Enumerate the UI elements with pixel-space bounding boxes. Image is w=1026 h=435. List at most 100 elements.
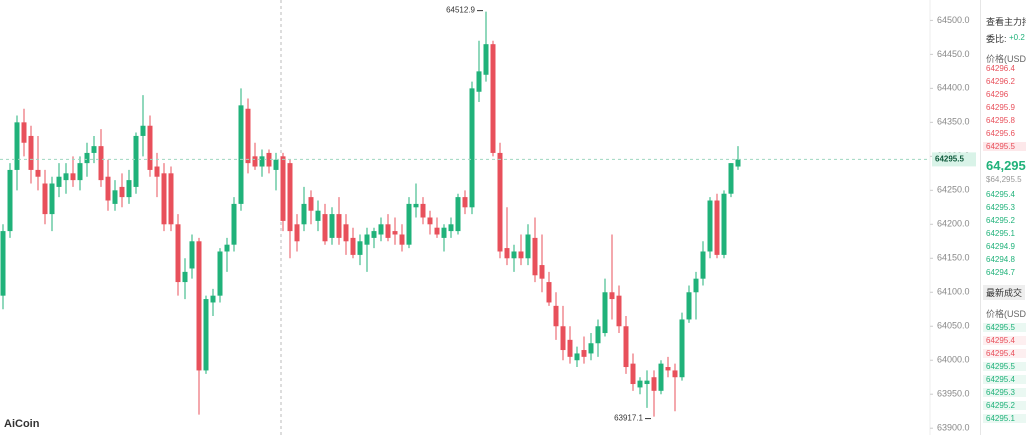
last-price: 64,295 bbox=[986, 158, 1026, 173]
candle-body bbox=[504, 248, 510, 259]
candle-body bbox=[714, 200, 720, 255]
annotation: 64512.9 bbox=[446, 6, 475, 15]
candle-body bbox=[287, 163, 293, 232]
candle-body bbox=[210, 295, 216, 303]
candle-body bbox=[441, 227, 447, 238]
candle-body bbox=[252, 156, 258, 167]
bid-price: 64295.3 bbox=[986, 203, 1015, 212]
y-tick-label: 64200.0 bbox=[937, 219, 970, 229]
ask-price: 64295.8 bbox=[983, 116, 1026, 125]
candle-body bbox=[105, 176, 111, 201]
column-header: 价格(USD bbox=[986, 309, 1026, 319]
candle-body bbox=[49, 183, 55, 215]
candle-body bbox=[434, 227, 440, 235]
candle-body bbox=[679, 319, 685, 378]
bid-price: 64295.4 bbox=[986, 190, 1015, 199]
candle-body bbox=[322, 214, 328, 242]
y-tick-label: 64050.0 bbox=[937, 321, 970, 331]
candle-body bbox=[147, 125, 153, 170]
trade-price: 64295.4 bbox=[983, 336, 1026, 345]
y-tick-label: 64500.0 bbox=[937, 15, 970, 25]
candle-body bbox=[413, 203, 419, 208]
trade-price: 64295.5 bbox=[983, 323, 1026, 332]
y-tick-label: 64100.0 bbox=[937, 287, 970, 297]
candle-body bbox=[574, 353, 580, 361]
candle-body bbox=[133, 135, 139, 187]
candle-body bbox=[175, 224, 181, 283]
candle-body bbox=[672, 370, 678, 378]
candle-body bbox=[189, 241, 195, 269]
candle-body bbox=[651, 377, 657, 391]
bid-price: 64294.7 bbox=[986, 268, 1015, 277]
candle-body bbox=[378, 224, 384, 235]
candle-body bbox=[245, 108, 251, 164]
candle-body bbox=[497, 152, 503, 252]
y-tick-label: 63900.0 bbox=[937, 423, 970, 433]
candle-body bbox=[721, 193, 727, 255]
candle-body bbox=[616, 295, 622, 327]
candle-body bbox=[693, 278, 699, 293]
candle-body bbox=[448, 224, 454, 232]
ratio-label: 委比: bbox=[986, 34, 1007, 44]
ask-price: 64295.6 bbox=[983, 129, 1026, 138]
candle-body bbox=[595, 326, 601, 344]
candle-body bbox=[231, 203, 237, 245]
candle-body bbox=[84, 152, 90, 164]
y-tick-label: 64450.0 bbox=[937, 49, 970, 59]
candle-body bbox=[469, 88, 475, 208]
candle-body bbox=[483, 44, 489, 75]
candle-body bbox=[637, 380, 643, 388]
bid-price: 64294.9 bbox=[986, 242, 1015, 251]
candle-body bbox=[427, 217, 433, 225]
trade-price: 64295.5 bbox=[983, 362, 1026, 371]
candle-body bbox=[700, 251, 706, 279]
candle-body bbox=[21, 122, 27, 143]
candle-body bbox=[532, 237, 538, 276]
candle-body bbox=[658, 363, 664, 391]
candle-body bbox=[385, 224, 391, 238]
last-price-box bbox=[932, 152, 976, 167]
candle-body bbox=[7, 169, 13, 232]
candle-body bbox=[350, 237, 356, 255]
candle-body bbox=[623, 326, 629, 368]
candle-body bbox=[455, 197, 461, 232]
candle-body bbox=[63, 173, 69, 181]
ask-price: 64295.9 bbox=[983, 103, 1026, 112]
ask-price: 64296.2 bbox=[983, 77, 1026, 86]
candle-body bbox=[259, 156, 265, 167]
panel-title: 查看主力持 bbox=[986, 17, 1026, 27]
candle-body bbox=[371, 231, 377, 238]
candle-body bbox=[406, 203, 412, 245]
candle-body bbox=[392, 231, 398, 235]
candle-body bbox=[273, 159, 279, 170]
bid-price: 64294.8 bbox=[986, 255, 1015, 264]
candle-body bbox=[119, 186, 125, 198]
candle-body bbox=[609, 292, 615, 300]
candle-body bbox=[546, 282, 552, 303]
candle-body bbox=[91, 146, 97, 153]
candle-body bbox=[0, 231, 6, 296]
y-tick-label: 63950.0 bbox=[937, 389, 970, 399]
candle-body bbox=[581, 350, 587, 357]
ask-price: 64296 bbox=[983, 90, 1026, 99]
candle-body bbox=[630, 363, 636, 385]
candle-body bbox=[553, 305, 559, 327]
candle-body bbox=[77, 163, 83, 181]
candle-body bbox=[28, 135, 34, 170]
candle-body bbox=[56, 176, 62, 187]
logo: AiCoin bbox=[4, 418, 40, 430]
candle-body bbox=[602, 292, 608, 334]
candle-body bbox=[644, 380, 650, 385]
candle-body bbox=[35, 169, 41, 177]
candle-body bbox=[42, 183, 48, 215]
candle-body bbox=[735, 159, 741, 167]
candle-body bbox=[420, 203, 426, 218]
candle-body bbox=[399, 234, 405, 245]
candle-body bbox=[182, 271, 188, 283]
y-tick-label: 64400.0 bbox=[937, 83, 970, 93]
trade-price: 64295.4 bbox=[983, 349, 1026, 358]
candle-body bbox=[98, 146, 104, 181]
candle-body bbox=[343, 224, 349, 242]
trades-tab[interactable]: 最新成交 bbox=[983, 285, 1026, 300]
